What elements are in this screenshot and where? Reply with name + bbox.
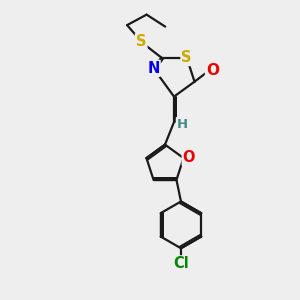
Text: S: S — [136, 34, 146, 49]
Text: H: H — [177, 118, 188, 131]
Text: O: O — [206, 63, 219, 78]
Text: N: N — [147, 61, 160, 76]
Text: Cl: Cl — [173, 256, 189, 272]
Text: O: O — [183, 150, 195, 165]
Text: S: S — [182, 50, 192, 65]
